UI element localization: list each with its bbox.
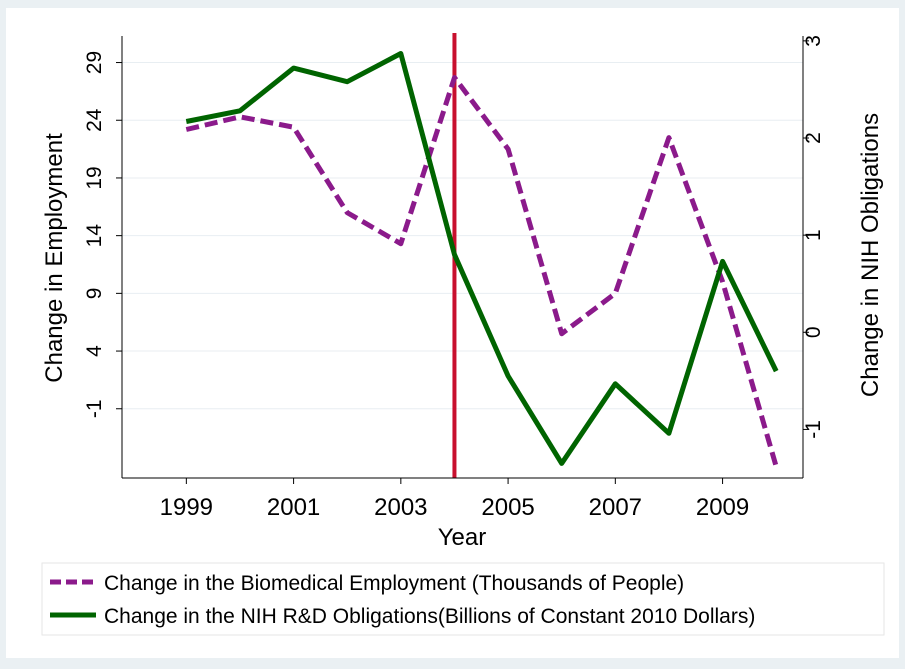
y-right-tick-label-3: 0 xyxy=(802,326,825,338)
y-right-tick-label-2: 1 xyxy=(802,229,825,241)
y-left-tick-label-0: 29 xyxy=(83,51,106,74)
y-left-tick-label-1: 24 xyxy=(83,108,106,132)
legend: Change in the Biomedical Employment (Tho… xyxy=(42,563,884,635)
x-axis-label: Year xyxy=(438,524,487,551)
y-left-tick-label-2: 19 xyxy=(83,166,106,189)
x-tick-label-2: 2003 xyxy=(374,494,427,521)
x-tick-label-4: 2007 xyxy=(589,494,642,521)
y-right-tick-label-0: 3 xyxy=(802,35,825,47)
y-right-tick-label-1: 2 xyxy=(802,132,825,144)
y-right-tick-label-4: -1 xyxy=(802,420,825,439)
y-axis-label-left: Change in Employment xyxy=(41,133,68,383)
x-tick-label-1: 2001 xyxy=(267,494,320,521)
y-left-tick-label-6: -1 xyxy=(83,399,106,418)
y-left-tick-label-4: 9 xyxy=(83,288,106,300)
y-axis-label-right: Change in NIH Obligations xyxy=(857,113,884,397)
x-tick-label-3: 2005 xyxy=(481,494,534,521)
x-tick-label-0: 1999 xyxy=(160,494,213,521)
legend-label-nih-obligations: Change in the NIH R&D Obligations(Billio… xyxy=(104,605,755,628)
x-tick-label-5: 2009 xyxy=(696,494,749,521)
y-left-tick-label-3: 14 xyxy=(83,224,106,248)
y-left-tick-label-5: 4 xyxy=(83,345,106,357)
legend-label-biomedical-employment: Change in the Biomedical Employment (Tho… xyxy=(104,572,684,595)
